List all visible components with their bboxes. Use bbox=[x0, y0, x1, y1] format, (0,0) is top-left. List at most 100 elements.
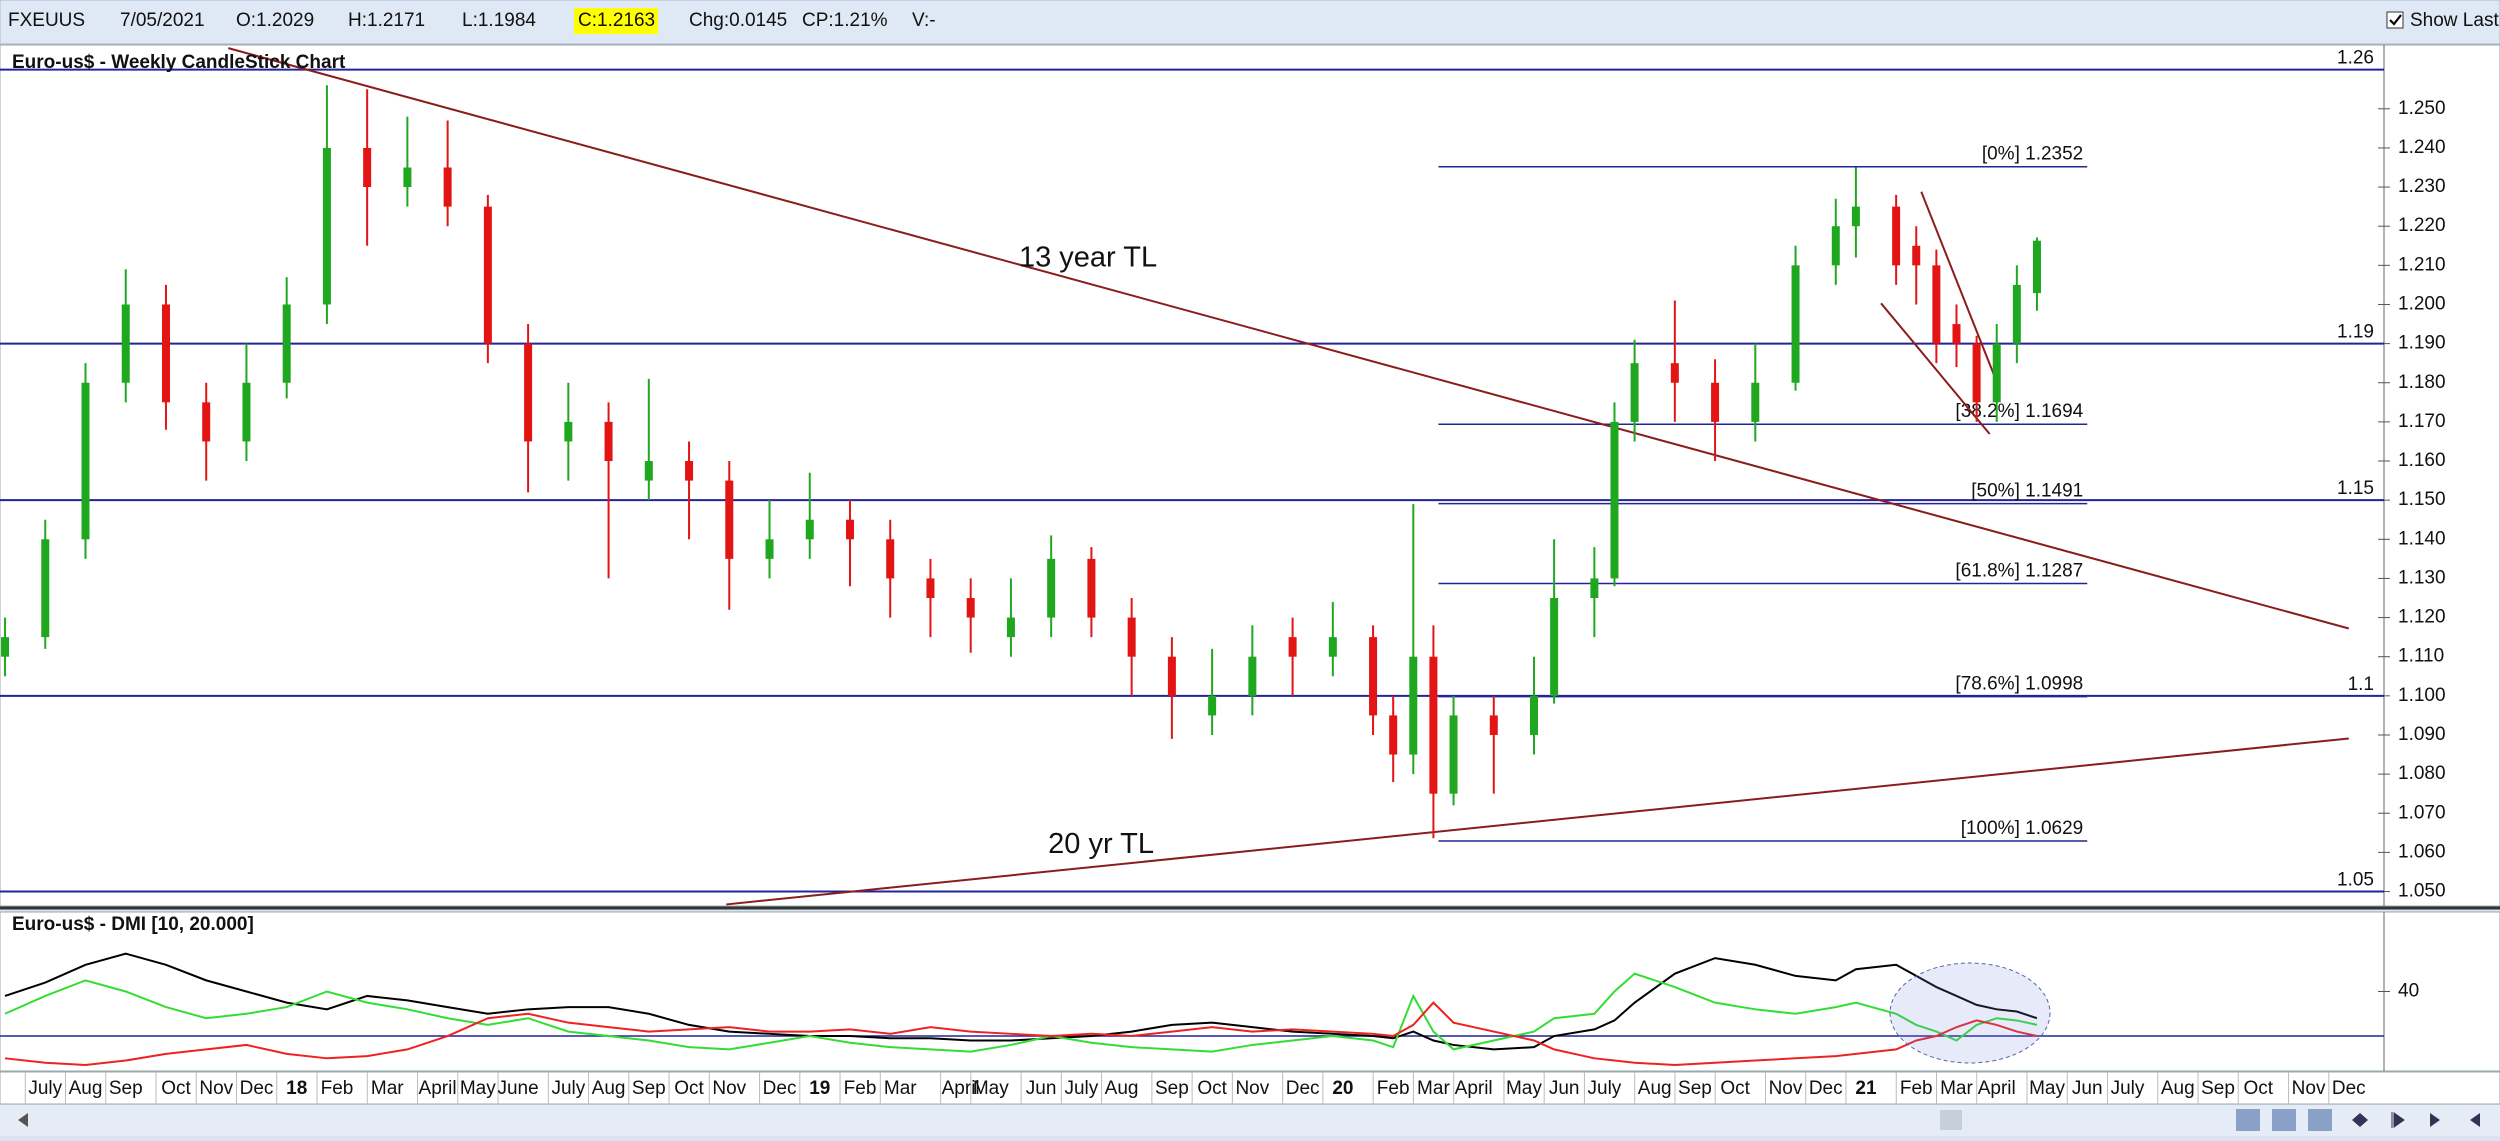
x-tick-label: Oct bbox=[161, 1078, 191, 1099]
date: 7/05/2021 bbox=[120, 10, 205, 31]
candle-body bbox=[1530, 695, 1539, 735]
candle-body bbox=[1670, 363, 1679, 383]
candle-body bbox=[1288, 637, 1297, 657]
fib-label: [61.8%] 1.1287 bbox=[1955, 561, 2083, 582]
nav-button[interactable] bbox=[2236, 1109, 2260, 1131]
trendline bbox=[1880, 302, 1991, 435]
fib-label: [78.6%] 1.0998 bbox=[1955, 674, 2083, 695]
candle-body bbox=[1952, 324, 1961, 344]
x-tick-label: Mar bbox=[1940, 1078, 1973, 1099]
x-tick-label: Mar bbox=[884, 1078, 917, 1099]
dmi-line bbox=[4, 952, 2038, 1051]
y-tick-label: 1.150 bbox=[2398, 489, 2446, 510]
y-tick-label: 1.080 bbox=[2398, 763, 2446, 784]
trendline bbox=[1920, 191, 2001, 390]
candle-body bbox=[1610, 421, 1619, 579]
y-tick-label: 1.220 bbox=[2398, 215, 2446, 236]
x-tick-label: Dec bbox=[1286, 1078, 1320, 1099]
x-tick-label: Oct bbox=[2243, 1078, 2273, 1099]
candle-body bbox=[1127, 617, 1136, 657]
candle-body bbox=[966, 597, 975, 618]
candle-body bbox=[121, 304, 130, 383]
show-last-checkbox[interactable] bbox=[2386, 11, 2404, 29]
x-tick-label: Dec bbox=[2332, 1078, 2366, 1099]
x-tick-label: Nov bbox=[1769, 1078, 1803, 1099]
x-tick-label: Dec bbox=[763, 1078, 797, 1099]
x-tick-label: Jun bbox=[1026, 1078, 1057, 1099]
price-panel bbox=[0, 44, 2500, 907]
price-chart-title: Euro-us$ - Weekly CandleStick Chart bbox=[12, 52, 346, 73]
nav-button[interactable] bbox=[2308, 1109, 2332, 1131]
candle-body bbox=[1087, 558, 1096, 618]
level-label: 1.26 bbox=[2337, 48, 2374, 69]
scroll-left[interactable] bbox=[18, 1113, 28, 1127]
nav-button[interactable] bbox=[2272, 1109, 2296, 1131]
x-tick-label: Dec bbox=[1809, 1078, 1843, 1099]
annotation: 20 yr TL bbox=[1048, 828, 1154, 860]
x-tick-label: Sep bbox=[1678, 1078, 1712, 1099]
y-tick-label: 1.050 bbox=[2398, 881, 2446, 902]
show-last-label[interactable]: Show Last bbox=[2410, 10, 2499, 31]
annotation: 13 year TL bbox=[1019, 241, 1157, 273]
nav-zoom[interactable] bbox=[2352, 1113, 2368, 1127]
x-tick-label: Aug bbox=[1105, 1078, 1139, 1099]
candle-body bbox=[1, 637, 10, 657]
candle-body bbox=[322, 147, 331, 305]
x-tick-label: Sep bbox=[632, 1078, 666, 1099]
nav-prev[interactable] bbox=[2430, 1113, 2440, 1127]
candle-body bbox=[926, 578, 935, 598]
change: Chg:0.0145 bbox=[689, 10, 787, 31]
y-tick-label: 40 bbox=[2398, 981, 2419, 1002]
x-tick-label: April bbox=[419, 1078, 457, 1099]
candle-body bbox=[81, 382, 90, 540]
x-tick-label: Sep bbox=[2201, 1078, 2235, 1099]
x-tick-label: Nov bbox=[712, 1078, 746, 1099]
y-tick-label: 1.190 bbox=[2398, 333, 2446, 354]
trendline bbox=[228, 47, 2350, 630]
x-tick-label: July bbox=[28, 1078, 62, 1099]
x-tick-label: Nov bbox=[2292, 1078, 2326, 1099]
x-tick-label: 20 bbox=[1332, 1078, 1353, 1099]
candle-body bbox=[363, 147, 372, 188]
level-label: 1.15 bbox=[2337, 478, 2374, 499]
nav-first[interactable] bbox=[2391, 1112, 2405, 1128]
candle-body bbox=[1389, 715, 1398, 755]
x-tick-label: Oct bbox=[674, 1078, 704, 1099]
scroll-thumb[interactable] bbox=[1940, 1110, 1962, 1130]
candle-body bbox=[1932, 265, 1941, 344]
x-tick-label: April bbox=[1455, 1078, 1493, 1099]
candle-body bbox=[644, 461, 653, 481]
y-tick-label: 1.070 bbox=[2398, 802, 2446, 823]
x-tick-label: 19 bbox=[809, 1078, 830, 1099]
trendline bbox=[726, 737, 2349, 906]
candle-body bbox=[604, 421, 613, 462]
x-tick-label: July bbox=[1064, 1078, 1098, 1099]
nav-next[interactable] bbox=[2470, 1113, 2480, 1127]
y-tick-label: 1.180 bbox=[2398, 372, 2446, 393]
x-tick-label: July bbox=[551, 1078, 585, 1099]
scrollbar bbox=[0, 1105, 2500, 1136]
candle-body bbox=[1630, 363, 1639, 422]
candle-body bbox=[242, 382, 251, 442]
x-tick-label: Oct bbox=[1197, 1078, 1227, 1099]
plots: 1.0501.0601.0701.0801.0901.1001.1101.120… bbox=[0, 47, 2446, 1104]
candle-body bbox=[685, 461, 694, 481]
candle-body bbox=[765, 539, 774, 559]
candle-body bbox=[202, 402, 211, 442]
x-tick-label: Mar bbox=[1417, 1078, 1450, 1099]
candle-body bbox=[1992, 343, 2001, 403]
candle-body bbox=[2012, 284, 2021, 344]
dmi-line bbox=[4, 1001, 2038, 1066]
candle-body bbox=[1851, 206, 1860, 227]
highlight-ellipse bbox=[1889, 962, 2051, 1064]
candle-body bbox=[1409, 656, 1418, 755]
symbol: FXEUUS bbox=[8, 10, 85, 31]
candle-body bbox=[805, 519, 814, 540]
candle-body bbox=[524, 343, 533, 442]
y-tick-label: 1.230 bbox=[2398, 176, 2446, 197]
low-price: L:1.1984 bbox=[462, 10, 536, 31]
y-tick-label: 1.090 bbox=[2398, 724, 2446, 745]
time-axis bbox=[0, 1071, 2500, 1105]
candle-body bbox=[1892, 206, 1901, 266]
toolbar bbox=[0, 0, 2500, 45]
